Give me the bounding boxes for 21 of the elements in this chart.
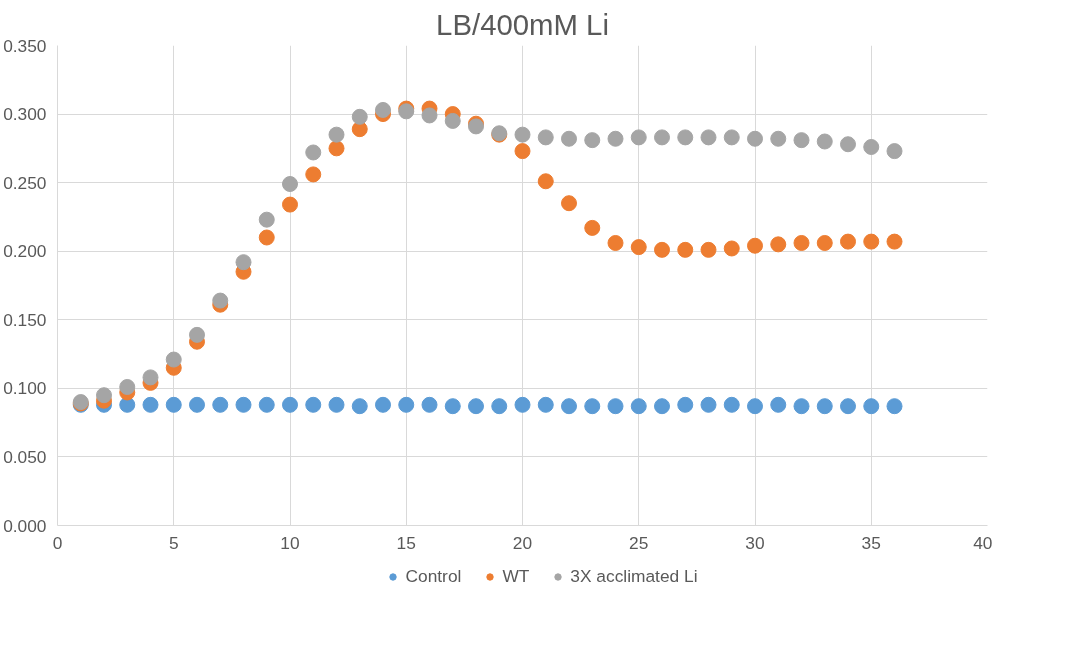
x-tick-label: 25 [629, 532, 649, 553]
y-tick-label: 0.300 [3, 104, 47, 125]
legend-label: WT [502, 565, 530, 587]
legend-label: Control [405, 565, 462, 587]
x-tick-label: 20 [512, 532, 533, 553]
y-tick-label: 0.350 [3, 35, 47, 56]
x-tick-label: 40 [973, 532, 993, 553]
legend-label: 3X acclimated Li [570, 565, 698, 587]
x-tick-label: 5 [168, 532, 179, 553]
x-tick-label: 15 [396, 532, 416, 553]
y-tick-label: 0.150 [3, 309, 47, 330]
x-tick-label: 0 [52, 532, 63, 553]
x-tick-label: 30 [745, 532, 765, 553]
chart-title: LB/400mM Li [436, 7, 609, 41]
y-tick-label: 0.250 [3, 172, 47, 193]
y-tick-label: 0.050 [3, 446, 47, 467]
y-tick-label: 0.100 [3, 378, 47, 399]
y-tick-label: 0.200 [3, 241, 47, 262]
x-tick-label: 10 [280, 532, 300, 553]
y-tick-label: 0.000 [3, 515, 47, 536]
x-tick-label: 35 [861, 532, 881, 553]
